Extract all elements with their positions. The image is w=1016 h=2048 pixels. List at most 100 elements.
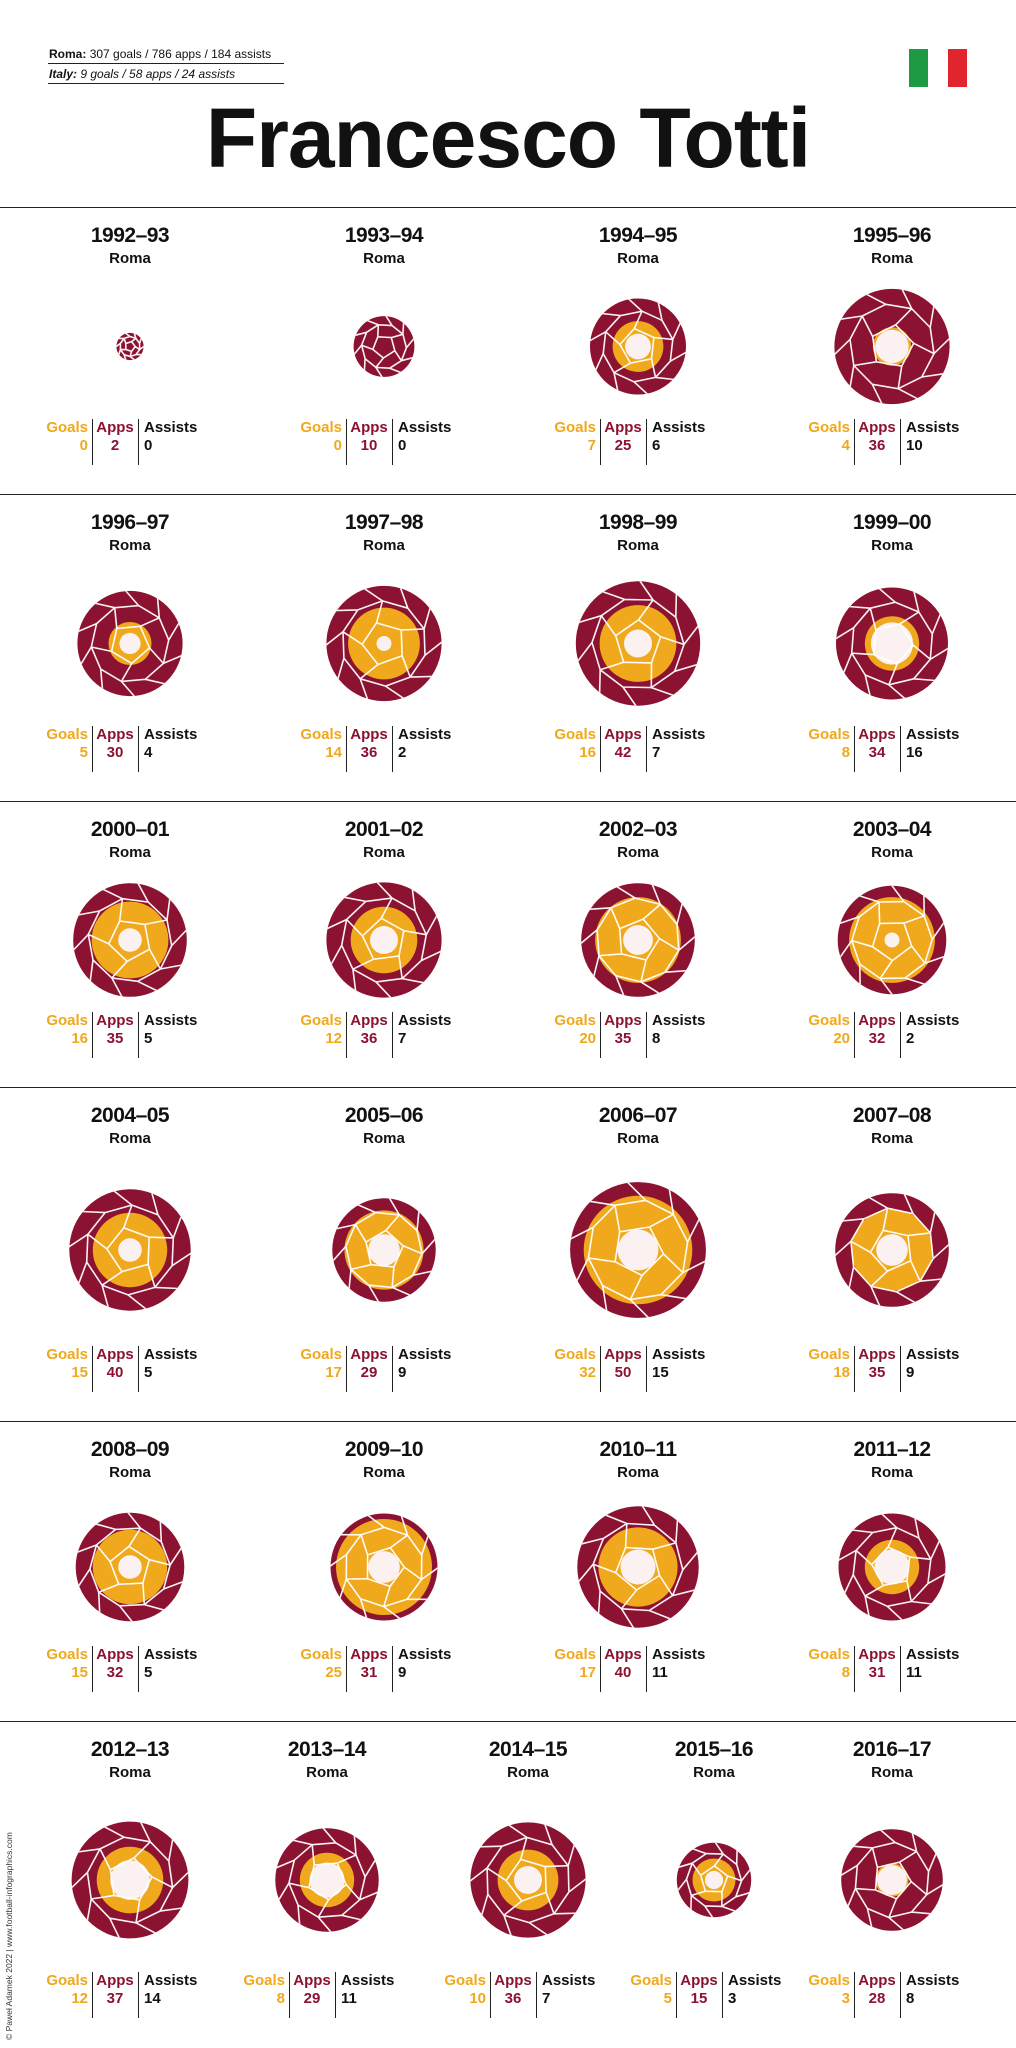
apps-label: Apps — [604, 1646, 642, 1663]
assists-label: Assists — [398, 419, 452, 436]
goals-value: 8 — [841, 744, 850, 761]
stats-block: Goals 3 Apps 28 Assists 8 — [792, 1972, 992, 2018]
apps-stat: Apps 32 — [92, 1646, 138, 1692]
assists-stat: Assists 5 — [144, 1346, 224, 1392]
stat-divider — [900, 1012, 901, 1058]
ball-seams — [76, 1512, 184, 1622]
apps-value: 40 — [106, 1364, 124, 1381]
stat-divider — [854, 419, 855, 465]
goals-label: Goals — [300, 726, 342, 743]
apps-label: Apps — [858, 419, 896, 436]
goals-value: 0 — [79, 437, 88, 454]
ball-group — [837, 885, 947, 995]
apps-stat: Apps 36 — [854, 419, 900, 465]
ball-seams — [836, 587, 948, 700]
season-label: 2009–10 — [344, 1438, 424, 1461]
apps-stat: Apps 32 — [854, 1012, 900, 1058]
stats-block: Goals 5 Apps 30 Assists 4 — [30, 726, 230, 772]
season-cell: 1996–97 Roma Goals 5 Apps 30 Assists 4 — [30, 495, 230, 802]
season-label: 2005–06 — [344, 1104, 424, 1127]
stats-block: Goals 20 Apps 35 Assists 8 — [538, 1012, 738, 1058]
italy-summary-label: Italy: — [49, 67, 78, 81]
stat-divider — [346, 726, 347, 772]
assists-value: 4 — [144, 744, 153, 761]
goals-stat: Goals 16 — [538, 726, 596, 772]
ball-group — [332, 1198, 436, 1302]
club-label: Roma — [617, 844, 659, 861]
ball-group — [330, 1513, 438, 1621]
apps-stat: Apps 30 — [92, 726, 138, 772]
assists-circle — [514, 1866, 542, 1894]
stats-block: Goals 16 Apps 42 Assists 7 — [538, 726, 738, 772]
stat-divider — [646, 726, 647, 772]
assists-stat: Assists 6 — [652, 419, 732, 465]
season-ball-chart — [577, 1506, 699, 1628]
club-label: Roma — [109, 1130, 151, 1147]
stat-divider — [900, 419, 901, 465]
goals-value: 15 — [71, 1364, 88, 1381]
assists-stat: Assists 11 — [341, 1972, 421, 2018]
stats-block: Goals 17 Apps 29 Assists 9 — [284, 1346, 484, 1392]
stat-divider — [900, 1646, 901, 1692]
assists-circle — [118, 1555, 142, 1579]
ball-group — [326, 585, 442, 702]
copyright-credit: © Paweł Adamek 2022 | www.football-infog… — [4, 1832, 14, 2040]
stats-block: Goals 16 Apps 35 Assists 5 — [30, 1012, 230, 1058]
assists-value: 7 — [542, 1990, 551, 2007]
roma-summary: Roma: 307 goals / 786 apps / 184 assists — [48, 44, 284, 64]
apps-value: 35 — [106, 1030, 124, 1047]
season-label: 2008–09 — [90, 1438, 170, 1461]
ball-group — [834, 288, 950, 405]
ball-group — [470, 1822, 586, 1938]
stats-block: Goals 8 Apps 29 Assists 11 — [227, 1972, 427, 2018]
assists-circle — [876, 1234, 908, 1266]
assists-label: Assists — [652, 726, 706, 743]
ball-seams — [332, 1198, 436, 1302]
ball-group — [836, 587, 948, 700]
club-label: Roma — [363, 1464, 405, 1481]
assists-label: Assists — [144, 726, 198, 743]
apps-label: Apps — [858, 1646, 896, 1663]
stat-divider — [646, 1012, 647, 1058]
apps-stat: Apps 2 — [92, 419, 138, 465]
goals-value: 7 — [587, 437, 596, 454]
season-ball-chart — [116, 332, 144, 361]
goals-value: 18 — [833, 1364, 850, 1381]
divider-line — [0, 1087, 1016, 1088]
ball-group — [841, 1829, 943, 1931]
stat-divider — [92, 1012, 93, 1058]
stat-divider — [346, 419, 347, 465]
goals-value: 20 — [833, 1030, 850, 1047]
goals-stat: Goals 8 — [792, 726, 850, 772]
stat-divider — [138, 1346, 139, 1392]
apps-stat: Apps 36 — [346, 726, 392, 772]
assists-circle — [110, 1860, 150, 1900]
goals-value: 14 — [325, 744, 342, 761]
goals-label: Goals — [300, 1646, 342, 1663]
ball-seams — [353, 316, 415, 377]
goals-stat: Goals 18 — [792, 1346, 850, 1392]
club-label: Roma — [363, 537, 405, 554]
season-label: 2007–08 — [852, 1104, 932, 1127]
apps-value: 36 — [360, 744, 378, 761]
apps-label: Apps — [604, 1012, 642, 1029]
stats-block: Goals 17 Apps 40 Assists 11 — [538, 1646, 738, 1692]
goals-label: Goals — [630, 1972, 672, 1989]
season-ball-chart — [470, 1822, 586, 1938]
italy-summary: Italy: 9 goals / 58 apps / 24 assists — [48, 64, 284, 84]
flag-stripe-green — [909, 49, 929, 87]
stat-divider — [646, 1346, 647, 1392]
assists-value: 5 — [144, 1030, 153, 1047]
assists-label: Assists — [398, 1346, 452, 1363]
club-label: Roma — [871, 1764, 913, 1781]
apps-stat: Apps 36 — [490, 1972, 536, 2018]
season-cell: 1993–94 Roma Goals 0 Apps 10 Assists 0 — [284, 208, 484, 495]
season-ball-chart — [73, 883, 187, 997]
season-cell: 2015–16 Roma Goals 5 Apps 15 Assists 3 — [614, 1722, 814, 2048]
season-cell: 2013–14 Roma Goals 8 Apps 29 Assists 11 — [227, 1722, 427, 2048]
apps-label: Apps — [293, 1972, 331, 1989]
assists-label: Assists — [144, 1646, 198, 1663]
assists-stat: Assists 7 — [542, 1972, 622, 2018]
goals-value: 12 — [325, 1030, 342, 1047]
assists-stat: Assists 3 — [728, 1972, 808, 2018]
